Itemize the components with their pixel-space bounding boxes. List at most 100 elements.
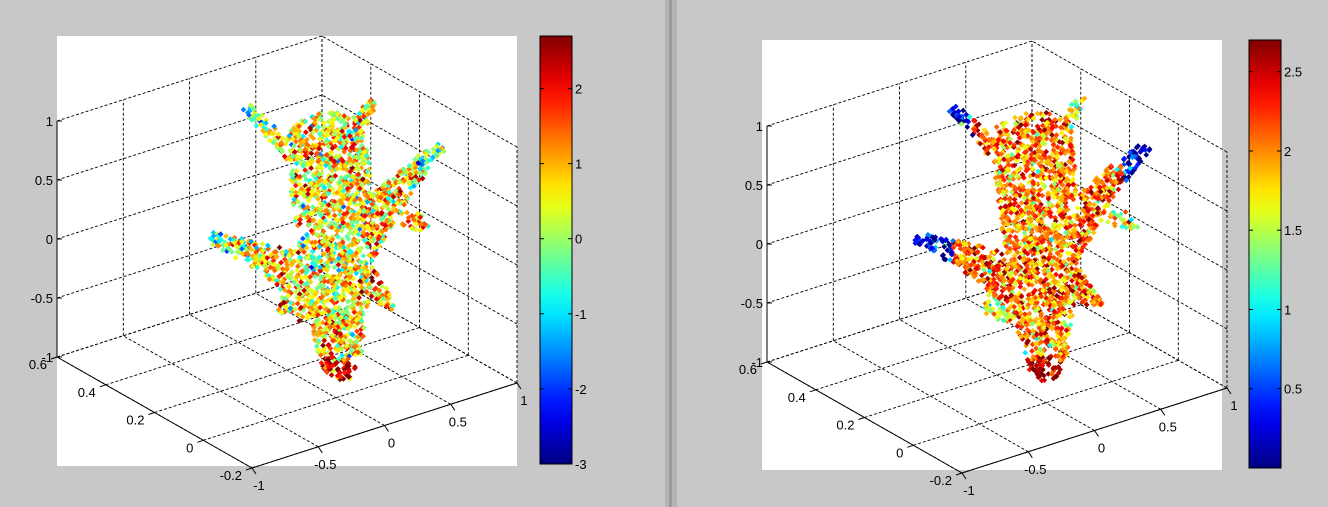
grid-line [56,212,323,299]
scatter-point [353,270,360,277]
scatter-point [351,365,358,372]
colorbar-tick-label: 1.5 [1284,223,1302,238]
z-tick-label: 0 [756,237,763,252]
x-tick-label: -0.5 [314,457,336,472]
scatter-point [320,251,327,257]
y-tick-label: 0.4 [788,390,806,405]
z-tick-label: -1 [41,350,53,365]
scatter-point [289,186,296,193]
z-tick-label: -0.5 [741,296,763,311]
scatter-point [376,287,383,294]
grid-line [321,94,518,207]
z-tick-label: -1 [751,355,763,370]
x-tick-label: 0 [388,436,395,451]
x-tick-label: -1 [253,478,265,493]
scatter-point [333,205,340,212]
scatter-point [344,233,350,240]
x-tick-label: 1 [1230,398,1237,413]
y-tick-label: -0.2 [930,473,952,488]
scatter-point [273,277,280,284]
scatter-point [315,124,322,131]
scatter-point [346,151,352,158]
x-tick-mark [317,446,323,454]
z-tick-label: 0 [46,232,53,247]
scatter-point [273,249,279,255]
x-tick-mark [450,404,456,411]
scatter-point [383,285,390,292]
scatter-point [254,264,260,271]
y-tick-label: 0.2 [126,413,144,428]
x-tick-label: -1 [963,483,975,498]
scatter-point [379,283,385,290]
scatter-point [317,267,323,274]
scatter-point [340,223,347,230]
scatter-point [359,176,366,183]
y-tick-mark [197,439,204,443]
colorbar-tick-label: 0.5 [1284,382,1302,397]
x-tick-label: -0.5 [1024,462,1046,477]
scatter-point [270,274,276,280]
scatter-point [347,133,353,139]
scatter-point [270,257,277,264]
scatter-point [210,229,217,236]
z-tick-label: -0.5 [31,291,53,306]
scatter-point [369,257,375,264]
scatter-point [246,256,252,263]
scatter-point [344,304,350,311]
scatter-point [328,372,335,378]
scatter-point [298,186,305,192]
scatter-point [349,331,356,338]
scatter-point [253,122,260,129]
scatter-point [271,123,277,130]
scatter-point [408,190,414,197]
colorbar-tick-label: 2 [1284,144,1291,159]
scatter-point [316,145,323,152]
grid-line [154,327,420,413]
z-tick-label: 1 [46,114,53,129]
scatter-point [328,350,335,357]
scatter-point [344,298,351,305]
scatter-point [316,243,323,250]
scatter-point [358,288,365,295]
scatter-points [207,97,447,383]
grid-line [56,94,323,181]
colorbar-tick-label: 2 [575,82,582,97]
scatter-point [415,152,421,159]
scatter-point [374,223,381,230]
scatter-plot-right: -1-0.500.51-0.200.20.40.6-1-0.500.510.51… [739,39,1302,498]
scatter-point [296,285,303,292]
scatter-point [366,280,373,287]
y-tick-label: 0 [186,440,193,455]
scatter-point [337,294,344,301]
scatter-point [332,173,339,179]
x-tick-label: 1 [520,393,527,408]
scatter-point [361,325,367,331]
scatter-point [363,152,370,159]
scatter-point [333,153,340,159]
scatter-point [267,260,273,267]
z-tick-label: 1 [756,119,763,134]
scatter-point [308,165,314,172]
y-tick-label: -0.2 [220,468,242,483]
scatter-point [338,227,345,234]
scatter-point [240,106,247,113]
scatter-point [265,246,271,252]
scatter-point [267,264,274,271]
x-tick-label: 0.5 [1159,419,1177,434]
scatter-point [401,166,407,173]
colorbar-tick-label: 0 [575,232,582,247]
scatter-point [297,181,303,188]
scatter-plot-left: -1-0.500.51-0.200.20.40.6-1-0.500.51-3-2… [29,35,587,493]
scatter-point [264,242,271,249]
x-tick-label: 0.5 [449,414,467,429]
scatter-point [358,284,365,291]
scatter-point [308,227,315,234]
scatter-point [351,309,358,316]
colorbar-tick-label: -3 [575,457,587,472]
scatter-point [308,150,315,157]
scatter-point [352,323,359,330]
scatter-point [328,354,335,360]
scatter-point [330,337,336,344]
y-tick-label: 0.2 [836,418,854,433]
